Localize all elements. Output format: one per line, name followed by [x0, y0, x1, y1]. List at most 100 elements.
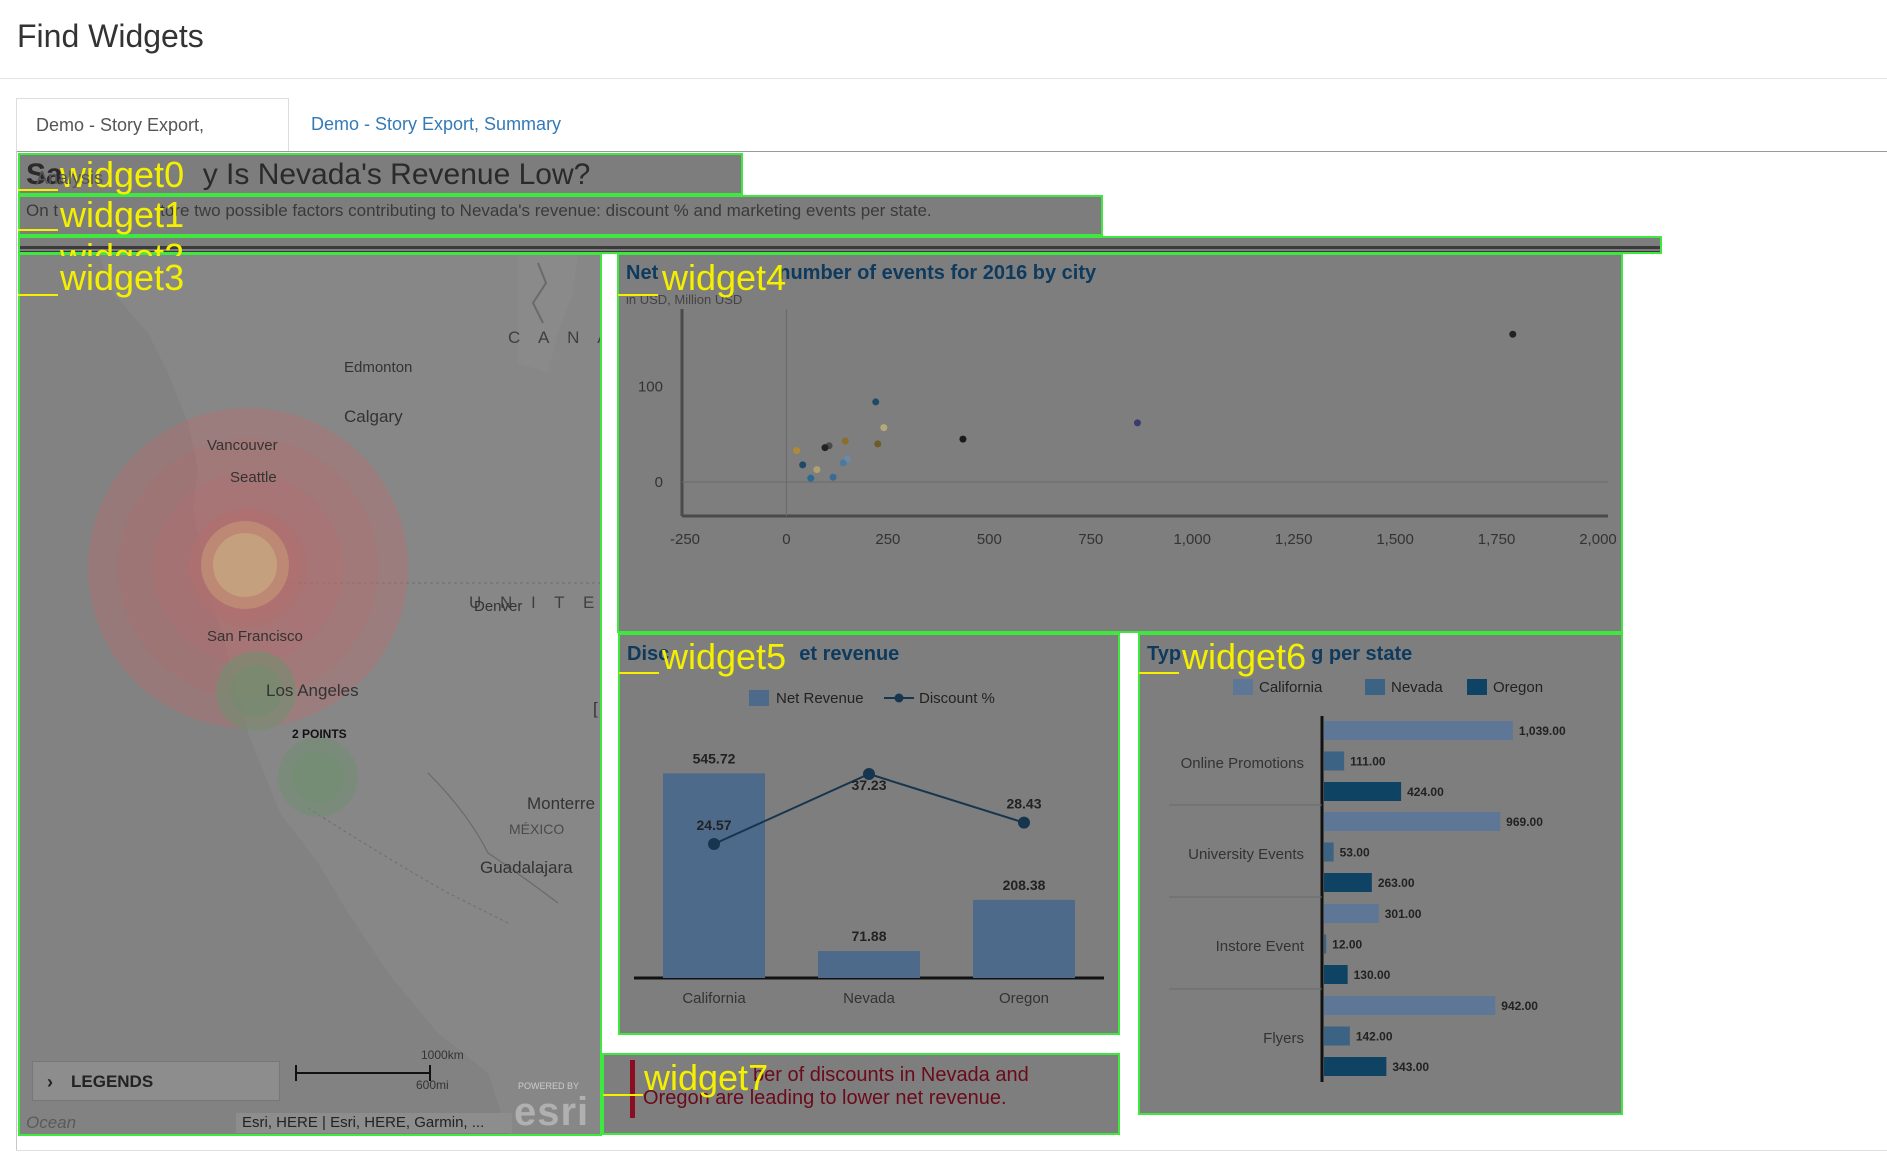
scatter-point	[1133, 419, 1141, 427]
hbar-bar	[1324, 782, 1402, 801]
hbar-value-label: 130.00	[1354, 968, 1391, 982]
combo-legend-bar-swatch	[749, 690, 769, 706]
scatter-x-tick: 500	[977, 531, 1002, 548]
widget1-overlay	[18, 195, 1103, 236]
scatter-x-tick: 250	[875, 531, 900, 548]
widget7-tag: widget7	[644, 1057, 769, 1098]
scatter-title-visible: number of events for 2016 by city	[778, 262, 1097, 284]
widget3-tag-underline	[18, 294, 58, 296]
widget3-outline	[18, 253, 602, 1136]
widget6-tag: widget6	[1182, 636, 1307, 677]
legends-button[interactable]: › LEGENDS	[32, 1061, 280, 1101]
hbar-title-visible: g per state	[1311, 643, 1413, 665]
hbar-bar	[1324, 721, 1513, 740]
story-subtitle[interactable]: On t tore two possible factors contributi…	[26, 201, 932, 221]
hbar-bar	[1324, 904, 1379, 923]
hbar-value-label: 111.00	[1350, 755, 1386, 769]
map-scale-km: 1000km	[421, 1048, 464, 1062]
scatter-x-tick: 2,000	[1579, 531, 1617, 548]
hbar-value-label: 969.00	[1506, 815, 1543, 829]
combo-bar-label: 208.38	[1003, 877, 1046, 893]
story-canvas: Sa y Is Nevada's Revenue Low? On t tore tw…	[18, 153, 1887, 1149]
scatter-x-tick: 1,500	[1376, 531, 1414, 548]
insight-widget[interactable]: ber of discounts in Nevada and Oregon ar…	[603, 1054, 1119, 1134]
hbar-legend-oregon: Oregon	[1493, 679, 1544, 696]
scatter-point	[821, 444, 829, 452]
hbar-widget[interactable]: Typ g per state California Nevada Oregon …	[1139, 634, 1622, 1114]
combo-line-label: 28.43	[1006, 796, 1041, 812]
hbar-legend-nevada: Nevada	[1391, 679, 1443, 696]
hbar-bar	[1324, 1057, 1387, 1076]
page-title: Find Widgets	[17, 18, 204, 54]
combo-title-prefix: Disc	[627, 643, 670, 665]
combo-category-label: Oregon	[999, 990, 1049, 1007]
widget5-tag-underline	[619, 672, 659, 674]
scatter-x-tick: 1,250	[1275, 531, 1313, 548]
scatter-point	[829, 473, 837, 481]
combo-title: Disc et revenue	[627, 643, 899, 666]
widget2-tag: widget2	[60, 239, 184, 256]
scatter-point	[1509, 330, 1517, 338]
panel-border-bottom	[16, 1150, 1887, 1151]
map-label-calgary: Calgary	[344, 407, 403, 426]
map-canvas[interactable]	[18, 253, 600, 1134]
hbar-value-label: 1,039.00	[1519, 724, 1566, 738]
widget2-overlay	[18, 236, 1662, 254]
hbar-plot[interactable]: Online Promotions 1,039.00 111.00 424.00 Uni…	[1139, 634, 1622, 1114]
hbar-value-label: 942.00	[1501, 999, 1538, 1013]
map-label-guadalajara: Guadalajara	[480, 858, 573, 877]
scatter-title: Net number of events for 2016 by city	[626, 262, 1096, 285]
map-widget[interactable]: C A N A D Edmonton Calgary Vancouver Sea…	[18, 253, 600, 1134]
insight-line-1-visible: ber of discounts in Nevada and	[753, 1064, 1029, 1086]
scatter-point	[841, 437, 849, 445]
map-cluster-label[interactable]: 2 POINTS	[292, 727, 347, 741]
hbar-bar	[1324, 812, 1501, 831]
insight-line-1: ber of discounts in Nevada and	[753, 1064, 1029, 1087]
hbar-value-label: 424.00	[1407, 785, 1444, 799]
hbar-bar	[1324, 873, 1372, 892]
map-label-united-states: U N I T E D S	[469, 593, 600, 612]
widget0-overlay	[18, 153, 743, 195]
esri-logo-icon[interactable]: esri	[514, 1090, 590, 1134]
widget1-outline	[18, 195, 1103, 236]
hbar-legend-california: California	[1259, 679, 1323, 696]
combo-line-point	[863, 768, 875, 780]
tab-analysis[interactable]: Demo - Story Export, Analysis	[16, 98, 289, 188]
combo-line-point	[708, 838, 720, 850]
story-divider	[18, 246, 1662, 249]
scatter-point	[799, 461, 807, 469]
story-divider-thin	[18, 251, 1662, 252]
map-label-denver: Denver	[474, 598, 523, 615]
scatter-plot[interactable]: -250 0 250 500 750 1,000 1,250 1,500 1,750 2,000 1…	[618, 254, 1622, 632]
map-label-monterrey: Monterre	[527, 794, 596, 813]
hbar-legend-nevada-swatch	[1365, 679, 1385, 695]
scatter-point	[872, 398, 880, 406]
map-scale-mi: 600mi	[416, 1078, 449, 1092]
widget0-tag: widget0	[60, 154, 185, 195]
combo-bar-label: 545.72	[693, 750, 736, 766]
combo-category-label: California	[682, 990, 746, 1007]
hbar-bar	[1324, 996, 1496, 1015]
hbar-value-label: 263.00	[1378, 876, 1415, 890]
widget4-tag: widget4	[662, 257, 787, 298]
map-attribution[interactable]: Esri, HERE | Esri, HERE, Garmin, ...	[236, 1113, 512, 1133]
hbar-legend-oregon-swatch	[1467, 679, 1487, 695]
hbar-bar	[1324, 842, 1334, 862]
combo-widget[interactable]: Disc et revenue Net Revenue Discount % 54…	[619, 634, 1119, 1034]
panel-border-left	[16, 151, 17, 1151]
hbar-title: Typ g per state	[1147, 643, 1412, 666]
tab-summary[interactable]: Demo - Story Export, Summary	[311, 114, 562, 134]
combo-legend-line-label: Discount %	[919, 690, 995, 707]
combo-legend-line-swatch	[884, 693, 914, 703]
hbar-bar	[1324, 751, 1345, 771]
combo-bar-label: 71.88	[851, 928, 886, 944]
story-title[interactable]: Sa y Is Nevada's Revenue Low?	[26, 158, 590, 192]
scatter-x-tick: 1,750	[1478, 531, 1516, 548]
combo-line-label: 37.23	[851, 777, 886, 793]
scatter-widget[interactable]: Net number of events for 2016 by city in …	[618, 254, 1622, 632]
widget4-outline	[617, 253, 1623, 633]
hbar-bar	[1324, 934, 1327, 954]
tab-divider	[16, 151, 1887, 152]
combo-line-point	[1018, 816, 1030, 829]
combo-plot[interactable]: 545.72 California 71.88 Nevada 208.38 Oregon 2…	[619, 634, 1119, 1034]
